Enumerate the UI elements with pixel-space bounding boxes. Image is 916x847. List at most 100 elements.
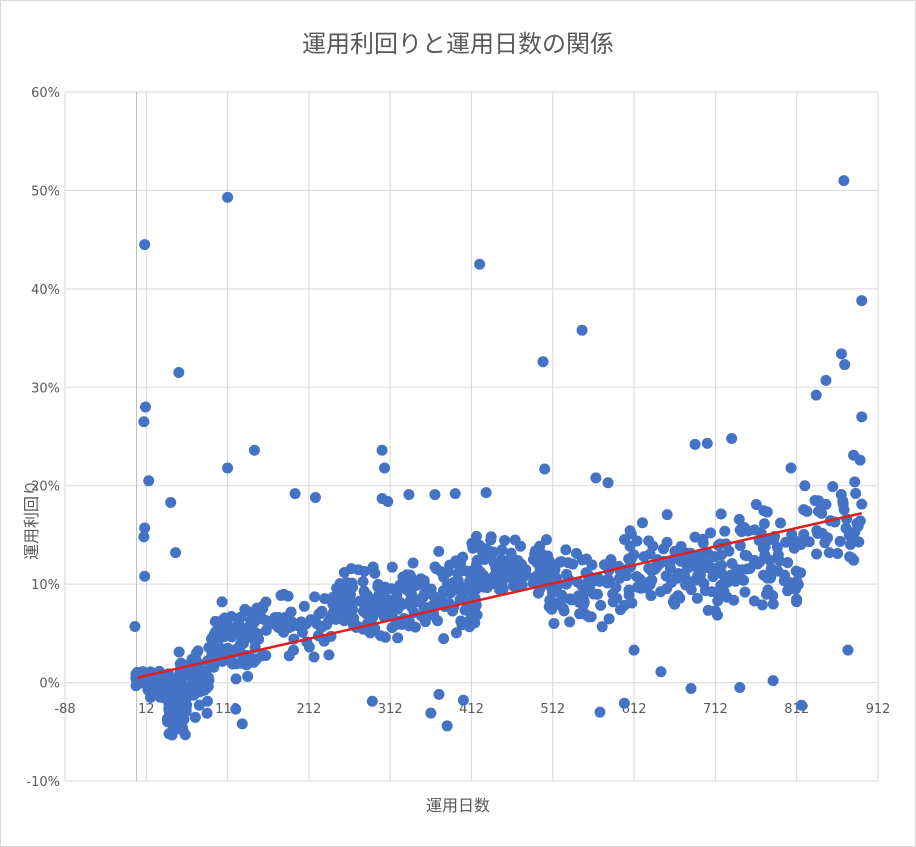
data-point	[138, 416, 150, 428]
y-tick-label: 20%	[31, 480, 60, 495]
data-point	[574, 608, 586, 620]
data-point	[739, 549, 751, 561]
data-point	[449, 488, 461, 500]
data-point	[567, 558, 579, 570]
data-point	[433, 688, 445, 700]
data-point	[130, 680, 142, 692]
data-point	[739, 586, 751, 598]
data-point	[442, 566, 454, 578]
data-point	[407, 557, 419, 569]
data-point	[796, 699, 808, 711]
data-point	[790, 596, 802, 608]
data-point	[418, 601, 430, 613]
data-point	[257, 613, 269, 625]
data-point	[557, 602, 569, 614]
data-point	[143, 475, 155, 487]
data-point	[386, 622, 398, 634]
data-point	[432, 615, 444, 627]
data-point	[540, 534, 552, 546]
data-point	[309, 492, 321, 504]
data-point	[856, 498, 868, 510]
data-point	[539, 463, 551, 475]
data-point	[548, 617, 560, 629]
data-point	[496, 544, 508, 556]
data-point	[767, 598, 779, 610]
data-point	[364, 627, 376, 639]
data-point	[592, 588, 604, 600]
data-point	[733, 513, 745, 525]
data-point	[756, 599, 768, 611]
data-point	[657, 543, 669, 555]
data-point	[619, 599, 631, 611]
data-point	[253, 633, 265, 645]
data-point	[222, 462, 234, 474]
data-point	[702, 604, 714, 616]
y-tick-label: 50%	[31, 184, 60, 199]
data-point	[715, 508, 727, 520]
data-point	[848, 554, 860, 566]
data-point	[248, 612, 260, 624]
data-point	[499, 534, 511, 546]
data-point	[685, 682, 697, 694]
data-point	[406, 589, 418, 601]
data-point	[672, 590, 684, 602]
data-point	[285, 606, 297, 618]
data-point	[139, 570, 151, 582]
data-point	[282, 590, 294, 602]
data-point	[379, 631, 391, 643]
data-point	[242, 670, 254, 682]
data-point	[154, 691, 166, 703]
data-point	[856, 295, 868, 307]
data-point	[547, 587, 559, 599]
data-point	[661, 583, 673, 595]
data-point	[661, 509, 673, 521]
data-point	[534, 562, 546, 574]
data-point	[361, 608, 373, 620]
data-point	[497, 565, 509, 577]
data-point	[241, 605, 253, 617]
data-point	[782, 557, 794, 569]
data-point	[260, 596, 272, 608]
data-point	[425, 583, 437, 595]
data-point	[209, 626, 221, 638]
data-point	[767, 533, 779, 545]
data-point	[139, 401, 151, 413]
data-point	[782, 585, 794, 597]
data-point	[165, 496, 177, 508]
data-point	[643, 562, 655, 574]
data-point	[595, 599, 607, 611]
data-point	[632, 581, 644, 593]
data-point	[485, 534, 497, 546]
y-tick-label: 60%	[31, 86, 60, 101]
data-point	[702, 548, 714, 560]
data-point	[734, 681, 746, 693]
data-point	[598, 559, 610, 571]
y-tick-label: 10%	[31, 578, 60, 593]
data-point	[570, 547, 582, 559]
data-point	[607, 588, 619, 600]
data-point	[716, 587, 728, 599]
data-point	[147, 685, 159, 697]
data-point	[760, 588, 772, 600]
data-point	[638, 551, 650, 563]
x-tick-label: 912	[866, 702, 891, 717]
data-point	[625, 553, 637, 565]
data-point	[785, 462, 797, 474]
data-point	[367, 594, 379, 606]
data-point	[839, 359, 851, 371]
data-point	[193, 699, 205, 711]
data-point	[590, 472, 602, 484]
data-point	[547, 562, 559, 574]
data-point	[323, 649, 335, 661]
data-point	[308, 651, 320, 663]
data-point	[726, 558, 738, 570]
data-point	[164, 678, 176, 690]
data-point	[176, 681, 188, 693]
data-point	[367, 561, 379, 573]
data-point	[313, 608, 325, 620]
data-point	[425, 707, 437, 719]
data-point	[795, 567, 807, 579]
data-point	[178, 692, 190, 704]
data-point	[438, 633, 450, 645]
data-point	[295, 616, 307, 628]
